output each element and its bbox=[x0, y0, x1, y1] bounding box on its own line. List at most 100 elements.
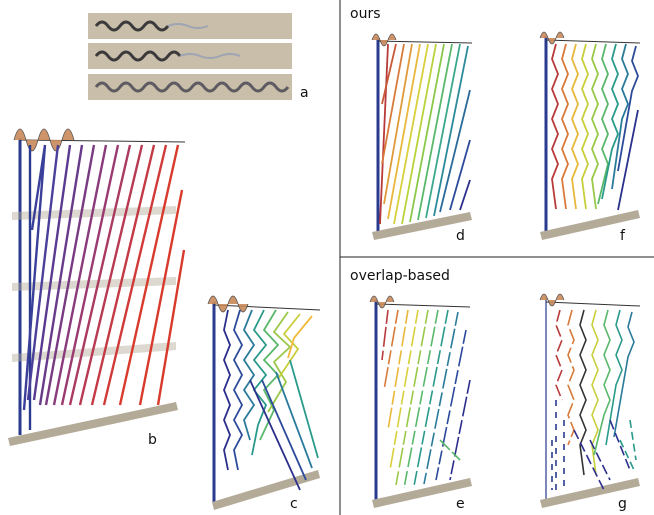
b-line bbox=[156, 249, 186, 406]
c-line bbox=[251, 309, 268, 456]
g-line bbox=[593, 309, 611, 456]
panel-letter-f: f bbox=[620, 228, 626, 244]
d-line bbox=[425, 43, 461, 219]
d-line bbox=[417, 43, 453, 221]
c-line bbox=[275, 371, 313, 469]
c-line bbox=[223, 309, 231, 471]
f-line bbox=[611, 43, 629, 190]
vortex-tail-2 bbox=[179, 53, 241, 59]
e-line bbox=[389, 309, 419, 471]
b-line bbox=[138, 189, 184, 406]
strip-3 bbox=[88, 74, 292, 100]
c-line bbox=[289, 359, 319, 459]
d-line bbox=[381, 43, 405, 165]
e-line bbox=[387, 309, 409, 431]
f-line bbox=[601, 43, 619, 200]
g-top-edge bbox=[545, 301, 641, 307]
d-top-wave bbox=[371, 33, 397, 47]
c-lines bbox=[223, 309, 319, 491]
d-line bbox=[433, 45, 469, 217]
vortex-tail-1 bbox=[167, 23, 209, 29]
g-line bbox=[551, 400, 565, 490]
b-slab-1 bbox=[12, 206, 176, 220]
g-line bbox=[573, 419, 631, 491]
c-line bbox=[242, 309, 256, 441]
panel-letter-g: g bbox=[618, 496, 627, 512]
e-line bbox=[381, 309, 389, 361]
d-line bbox=[459, 179, 471, 211]
panel-b: b bbox=[8, 128, 186, 448]
f-slab-bottom bbox=[540, 210, 640, 240]
b-line bbox=[68, 144, 132, 406]
g-line bbox=[555, 309, 563, 401]
e-line bbox=[395, 309, 429, 486]
e-line bbox=[439, 439, 461, 461]
e-line bbox=[403, 309, 439, 489]
c-line bbox=[259, 309, 280, 441]
g-top-wave bbox=[539, 293, 565, 307]
f-lines bbox=[551, 43, 639, 211]
c-top-wave bbox=[207, 295, 249, 313]
e-line bbox=[435, 329, 467, 481]
b-line bbox=[38, 144, 84, 406]
b-lines bbox=[22, 144, 186, 430]
g-lines bbox=[551, 309, 637, 491]
g-slab-bottom bbox=[540, 478, 640, 508]
c-line bbox=[261, 379, 307, 481]
f-line bbox=[591, 43, 599, 210]
panel-letter-b: b bbox=[148, 432, 157, 448]
g-line bbox=[613, 311, 635, 438]
e-top-edge bbox=[375, 303, 471, 308]
panel-letter-e: e bbox=[456, 496, 465, 512]
d-line bbox=[409, 43, 445, 223]
f-top-wave bbox=[539, 31, 565, 45]
c-slab-bottom bbox=[212, 470, 320, 510]
panel-c: c bbox=[207, 295, 321, 512]
panel-d: d bbox=[371, 33, 473, 244]
d-line bbox=[401, 43, 437, 225]
panel-a: a bbox=[88, 13, 309, 101]
e-slab-bottom bbox=[372, 478, 472, 508]
b-top-edge bbox=[19, 139, 186, 143]
vortex-wave-1 bbox=[94, 20, 170, 32]
e-line bbox=[449, 379, 471, 481]
panel-letter-d: d bbox=[456, 228, 465, 244]
f-line bbox=[617, 109, 639, 211]
e-top-wave bbox=[369, 295, 395, 309]
b-slab-3 bbox=[12, 342, 176, 362]
b-slab-bottom bbox=[8, 402, 178, 446]
b-line bbox=[90, 144, 156, 406]
e-line bbox=[423, 311, 459, 485]
f-line bbox=[561, 43, 569, 210]
panel-f: f bbox=[539, 31, 641, 244]
d-line bbox=[383, 43, 413, 205]
f-line bbox=[581, 43, 589, 210]
g-line bbox=[579, 309, 587, 476]
c-line bbox=[277, 313, 301, 380]
b-line bbox=[44, 144, 96, 406]
panel-letter-c: c bbox=[290, 496, 298, 512]
d-lines bbox=[379, 43, 471, 225]
d-line bbox=[439, 89, 471, 213]
strip-2 bbox=[88, 43, 292, 69]
b-line bbox=[32, 144, 72, 401]
section-label-ours: ours bbox=[350, 6, 381, 22]
panel-letter-a: a bbox=[300, 85, 309, 101]
vortex-wave-3 bbox=[94, 81, 290, 93]
b-line bbox=[78, 144, 144, 406]
section-label-overlap: overlap-based bbox=[350, 268, 450, 284]
d-line bbox=[381, 43, 397, 105]
g-line bbox=[591, 309, 599, 476]
vortex-wave-2 bbox=[94, 50, 182, 62]
b-slab-2 bbox=[12, 277, 176, 291]
c-line bbox=[287, 315, 313, 359]
b-line bbox=[52, 144, 108, 406]
e-line bbox=[413, 309, 449, 487]
d-line bbox=[393, 43, 429, 225]
c-line bbox=[267, 311, 292, 413]
c-top-edge bbox=[213, 304, 321, 311]
f-line bbox=[597, 43, 609, 205]
e-line bbox=[383, 309, 399, 391]
b-line bbox=[22, 144, 47, 411]
